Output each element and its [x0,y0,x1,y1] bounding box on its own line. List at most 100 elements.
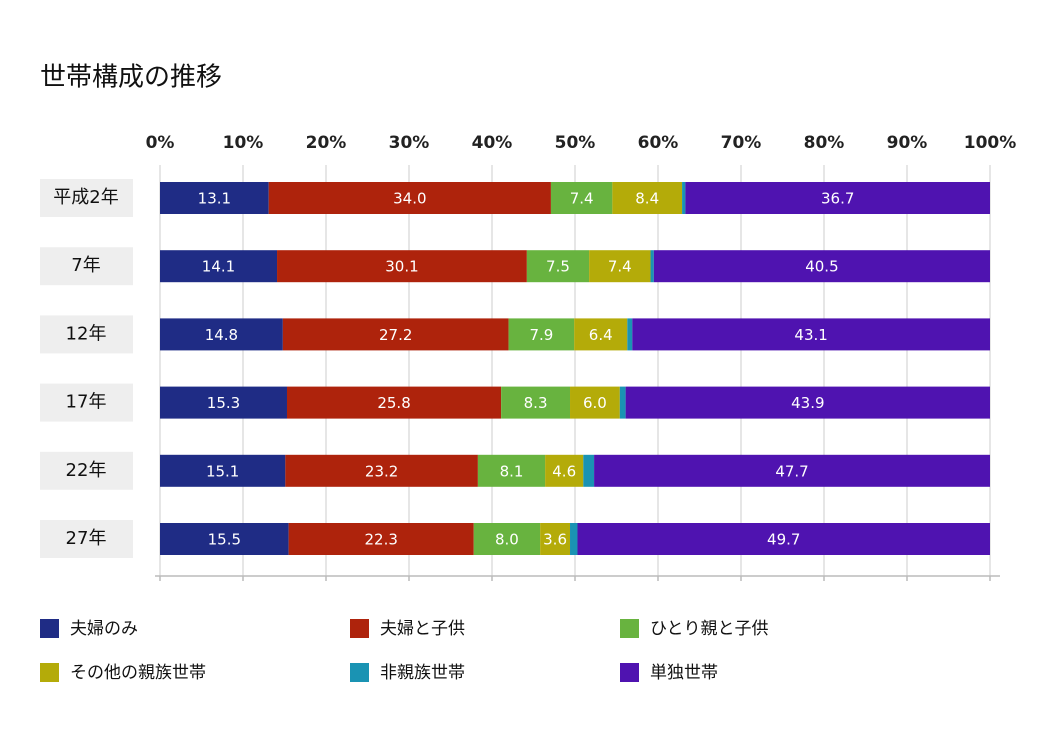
x-tick-label: 70% [721,133,762,153]
bar-segment [473,523,541,555]
bar-segment [570,386,620,419]
data-label: 34.0 [393,190,426,208]
bar-segment [574,318,628,351]
x-tick-label: 0% [146,133,175,153]
data-label: 15.1 [206,462,239,480]
data-label: 15.3 [207,394,240,412]
x-tick-label: 50% [555,133,596,153]
bar-segment [508,318,575,351]
bar-segment [268,182,551,214]
category-box [40,383,133,422]
bar-segment [282,318,509,351]
legend-swatch [40,663,59,682]
data-label: 14.1 [202,258,235,276]
category-box [40,451,133,490]
y-tick-label: 12年 [66,323,107,344]
bar-segment [632,318,990,351]
bar-segment [550,182,613,214]
data-label: 40.5 [805,258,838,276]
data-label: 30.1 [385,258,418,276]
bar-segment [540,523,571,555]
bar-segment [594,454,990,487]
data-label: 27.2 [379,326,412,344]
bar-segment [526,250,590,283]
data-label: 8.1 [500,462,524,480]
bar-segment [589,250,651,283]
x-tick-label: 60% [638,133,679,153]
legend-swatch [350,663,369,682]
data-label: 25.8 [377,394,410,412]
data-label: 15.5 [208,531,241,549]
y-tick-label: 27年 [66,528,107,549]
category-box [40,315,133,354]
bar-segment [619,386,626,419]
legend-swatch [620,663,639,682]
x-tick-label: 100% [964,133,1017,153]
legend-label: ひとり親と子供 [650,619,769,639]
y-tick-label: 22年 [66,460,107,481]
bar-segment [160,182,269,214]
y-tick-label: 7年 [71,255,100,276]
y-tick-label: 平成2年 [53,187,118,208]
data-label: 8.0 [495,531,519,549]
chart-title: 世帯構成の推移 [40,63,222,93]
data-label: 14.8 [205,326,238,344]
x-tick-label: 90% [887,133,928,153]
data-label: 6.0 [583,394,607,412]
legend-swatch [620,619,639,638]
x-tick-label: 40% [472,133,513,153]
bar-segment [653,250,990,283]
data-label: 22.3 [364,531,397,549]
bar-segment [612,182,683,214]
legend-label: 非親族世帯 [380,663,465,683]
bar-segment [160,250,278,283]
y-tick-label: 17年 [66,392,107,413]
bar-segment [501,386,571,419]
category-box [40,179,133,217]
bar-segment [685,182,990,214]
data-label: 43.9 [791,394,824,412]
bar-segment [570,523,578,555]
data-label: 3.6 [543,531,567,549]
data-label: 7.5 [546,258,570,276]
data-label: 13.1 [198,190,231,208]
x-tick-label: 20% [306,133,347,153]
data-label: 7.4 [608,258,632,276]
bar-segment [160,318,283,351]
bar-segment [288,523,474,555]
legend-label: 夫婦と子供 [380,619,465,639]
bar-segment [477,454,546,487]
legend-swatch [350,619,369,638]
bar-segment [160,454,286,487]
legend-swatch [40,619,59,638]
bar-segment [625,386,990,419]
legend-label: 夫婦のみ [70,619,138,639]
legend-label: 単独世帯 [650,663,718,683]
data-label: 47.7 [775,462,808,480]
data-label: 36.7 [821,190,854,208]
bar-segment [160,523,289,555]
data-label: 8.3 [524,394,548,412]
data-label: 49.7 [767,531,800,549]
category-box [40,520,133,558]
data-label: 23.2 [365,462,398,480]
x-tick-label: 30% [389,133,430,153]
bar-segment [682,182,686,214]
x-tick-label: 10% [223,133,264,153]
bar-segment [286,386,502,419]
data-label: 6.4 [589,326,613,344]
bar-segment [650,250,654,283]
bar-segment [627,318,633,351]
category-box [40,247,133,286]
data-label: 43.1 [794,326,827,344]
x-tick-label: 80% [804,133,845,153]
bar-segment [160,386,287,419]
bar-segment [583,454,595,487]
bar-segment [277,250,527,283]
data-label: 7.9 [529,326,553,344]
data-label: 8.4 [635,190,659,208]
bar-segment [285,454,478,487]
bar-segment [577,523,990,555]
data-label: 7.4 [570,190,594,208]
